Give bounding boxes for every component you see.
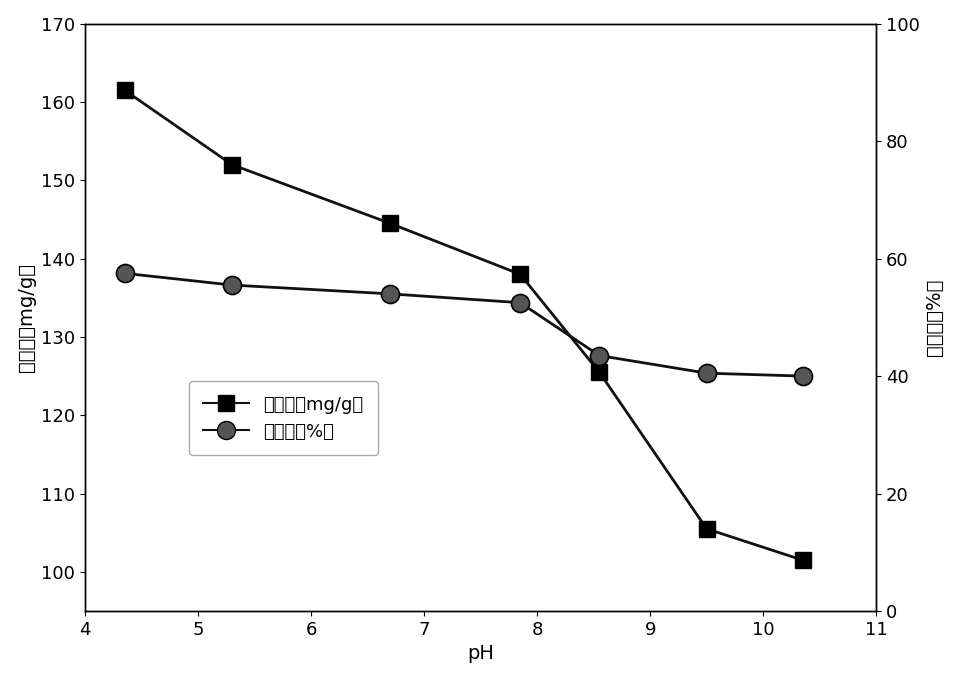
Y-axis label: 吸附量（mg/g）: 吸附量（mg/g）: [16, 263, 36, 372]
Y-axis label: 去除率（%）: 去除率（%）: [925, 279, 945, 356]
X-axis label: pH: pH: [467, 645, 494, 663]
Legend: 吸附量（mg/g）, 去除率（%）: 吸附量（mg/g）, 去除率（%）: [189, 381, 378, 455]
